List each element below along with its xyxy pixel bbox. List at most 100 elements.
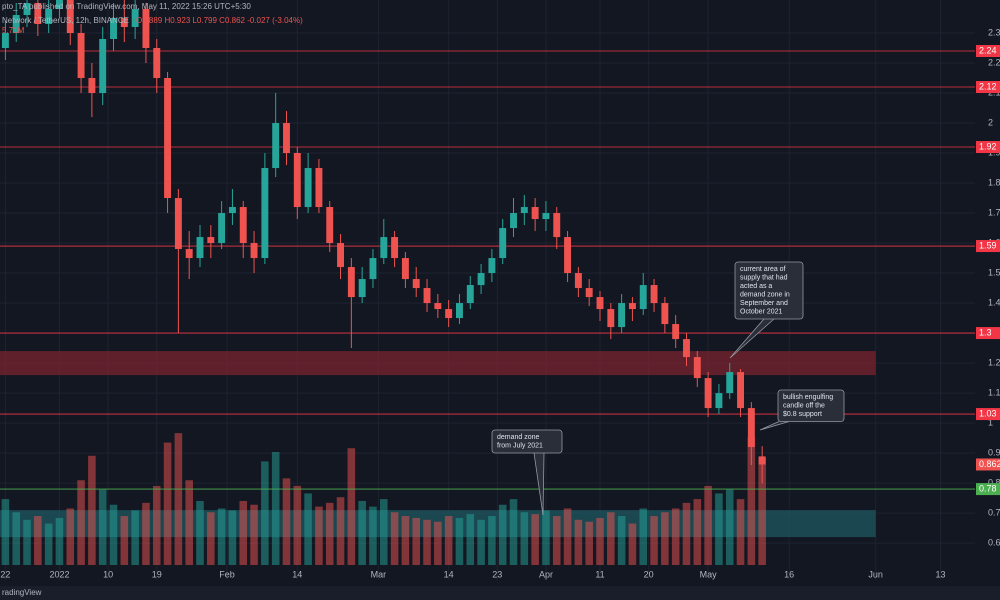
callout-pointer	[759, 421, 790, 431]
volume-bar	[239, 500, 248, 565]
volume-bar	[131, 510, 139, 565]
volume-bar	[455, 517, 464, 565]
level-label: 1.3	[979, 327, 992, 337]
volume-bar	[628, 523, 637, 565]
callout-text: $0.8 support	[783, 411, 822, 418]
level-tag	[976, 141, 1000, 154]
y-tick-label: 2	[988, 117, 993, 127]
candle-body	[56, 0, 63, 10]
price-label: 0.862	[979, 459, 1000, 469]
volume-bar	[661, 512, 669, 565]
volume-bar	[88, 455, 96, 565]
volume-bar	[315, 506, 323, 565]
callout-text: demand zone	[497, 434, 540, 441]
volume-bar	[607, 512, 615, 565]
y-tick-label: 1.4	[988, 297, 1000, 307]
volume-bar	[477, 519, 485, 565]
volume-bar	[1, 499, 10, 565]
candle-body	[683, 339, 690, 358]
level-tag	[976, 45, 1000, 58]
volume-bar	[336, 497, 345, 565]
volume-bar	[693, 499, 702, 565]
candle-body	[120, 18, 128, 28]
volume-bar	[498, 504, 507, 565]
x-tick-label: Feb	[219, 569, 235, 579]
candle-body	[153, 48, 161, 79]
callout-text: demand zone in	[740, 291, 790, 298]
volume-bar	[196, 500, 204, 565]
y-tick-label: 1.2	[988, 357, 1000, 367]
candle-body	[23, 3, 31, 16]
candle-body	[510, 213, 517, 229]
y-tick-label: 2.3	[988, 27, 1000, 37]
candle-body	[315, 168, 323, 208]
candle-body	[272, 123, 280, 169]
candle-body	[672, 324, 680, 340]
volume-bar	[596, 517, 604, 565]
volume-bar	[380, 499, 388, 565]
volume-bar	[261, 461, 269, 565]
y-tick-label: 2.2	[988, 57, 1000, 67]
level-tag	[976, 81, 1000, 94]
volume-bar	[574, 519, 583, 565]
callout-text: supply that had	[740, 274, 788, 281]
candle-body	[520, 207, 528, 214]
volume-bar	[217, 508, 226, 565]
volume-bar	[271, 452, 280, 565]
volume-bar	[747, 436, 756, 565]
x-tick-label: 20	[644, 569, 654, 579]
candle-body	[564, 237, 572, 274]
x-tick-label: May	[700, 569, 718, 579]
candle-body	[326, 207, 334, 244]
candle-body	[293, 153, 301, 208]
candle-body	[185, 249, 193, 259]
volume-bar	[44, 523, 53, 565]
level-label: 1.59	[979, 240, 997, 250]
volume-bar	[120, 516, 129, 565]
volume-bar	[401, 516, 410, 565]
candle-body	[726, 372, 734, 394]
volume-bar	[12, 512, 20, 565]
volume-bar	[174, 433, 183, 565]
support-label: 0.78	[979, 483, 997, 493]
y-tick-label: 1.5	[988, 267, 1000, 277]
x-tick-label: 2022	[49, 569, 69, 579]
callout-box	[734, 261, 804, 320]
y-tick-label: 1.7	[988, 207, 1000, 217]
volume-bar	[390, 512, 399, 565]
ohlc: O0.889 H0.923 L0.799 C0.862 -0.027 (-3.0…	[136, 16, 303, 25]
volume-bar	[736, 499, 745, 565]
candle-body	[401, 258, 409, 280]
volume-bar	[725, 489, 734, 565]
candle-body	[639, 285, 647, 310]
callout-text: candle off the	[783, 402, 825, 409]
volume-bar	[639, 508, 648, 565]
candle-body	[628, 303, 636, 310]
candle-body	[596, 297, 604, 310]
volume-bar	[542, 510, 550, 565]
level-label: 1.03	[979, 408, 997, 418]
candle-body	[77, 33, 85, 79]
volume-bar	[552, 516, 561, 565]
candle-body	[207, 237, 215, 244]
volume-bar	[563, 508, 572, 565]
volume-bar	[509, 499, 518, 565]
candle-body	[261, 168, 269, 259]
candle-body	[693, 357, 701, 379]
candle-body	[380, 237, 388, 259]
candle-body	[758, 456, 766, 465]
volume-bar	[34, 516, 42, 565]
volume-bar	[325, 502, 334, 565]
callout-pointer	[729, 318, 775, 359]
callout-box	[777, 389, 845, 422]
volume-bar	[77, 480, 85, 565]
volume-bar	[466, 514, 475, 565]
candle-body	[304, 168, 312, 208]
header: pto_TA published on TradingView.com, May…	[2, 2, 251, 11]
x-tick-label: Mar	[371, 569, 387, 579]
y-tick-label: 1	[988, 417, 993, 427]
candle-body	[531, 207, 539, 220]
candle-body	[358, 279, 366, 298]
volume-bar	[163, 442, 172, 565]
candle-body	[228, 207, 236, 214]
